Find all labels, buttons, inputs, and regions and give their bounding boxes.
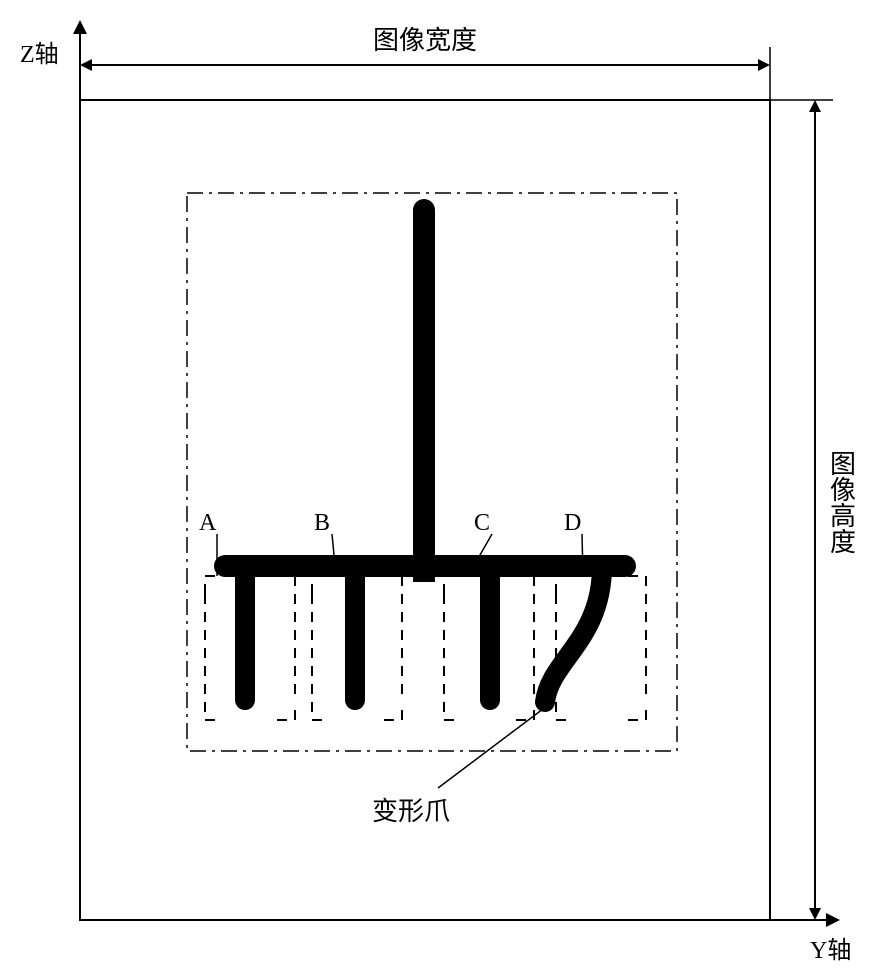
z-axis-label: Z轴 bbox=[20, 41, 59, 68]
region-label-C: C bbox=[474, 510, 490, 536]
width-label: 图像宽度 bbox=[373, 26, 477, 55]
deformed-label: 变形爪 bbox=[372, 797, 450, 826]
region-label-D: D bbox=[564, 510, 581, 536]
y-axis-label: Y轴 bbox=[810, 937, 851, 964]
height-label: 图像高度 bbox=[827, 450, 856, 554]
region-label-B: B bbox=[314, 510, 330, 536]
region-label-A: A bbox=[199, 510, 217, 536]
